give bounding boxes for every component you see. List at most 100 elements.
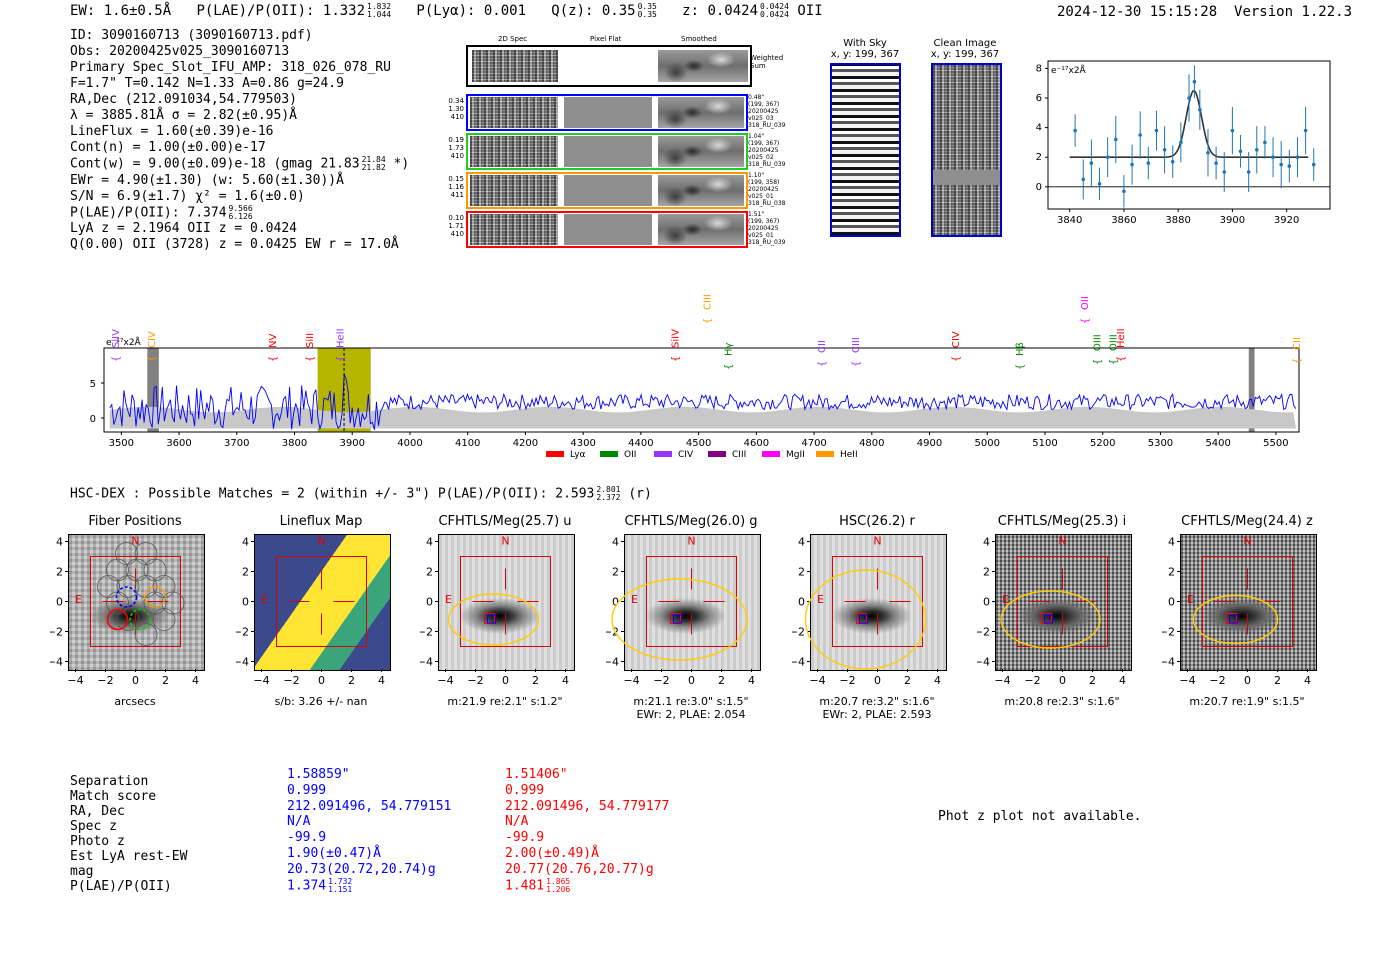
cut-xtick-label: 0 — [1059, 674, 1066, 687]
cut-ytick-label: −4 — [1162, 656, 1175, 669]
cut-xtick-label: −4 — [1179, 674, 1195, 687]
weighted-2d — [472, 50, 558, 82]
header-qz: Q(z): 0.35 — [551, 3, 636, 19]
cutout-overlay: 4 −4 2 −2 0 0 −2 2 −4 4 N E — [792, 535, 941, 688]
cut-ytick-label: 4 — [798, 536, 805, 549]
legend-swatch — [708, 451, 726, 457]
info-q: Q(0.00) OII (3728) z = 0.0425 EW r = 17.… — [70, 237, 399, 252]
info-fwhm: F=1.7" T=0.142 N=1.33 A=0.86 g=24.9 — [70, 76, 344, 91]
cut-xtick-label: 4 — [192, 674, 199, 687]
cut-xtick-label: 4 — [934, 674, 941, 687]
cut-xtick-label: −2 — [283, 674, 299, 687]
line-id-label: OII { — [1080, 296, 1091, 324]
match-blue-values: 1.58859" 0.999 212.091496, 54.779151 N/A… — [287, 767, 451, 894]
pixel-flat — [564, 136, 652, 167]
full-xtick-label: 4400 — [628, 438, 653, 449]
line-id-bracket: { — [703, 318, 714, 324]
cut-xtick-label: 0 — [874, 674, 881, 687]
cut-ytick-label: 4 — [612, 536, 619, 549]
match-box-blue — [1229, 614, 1238, 624]
zoom-data-point — [1238, 149, 1243, 154]
cut-ytick-label: 4 — [56, 536, 63, 549]
line-id-bracket: { — [305, 356, 316, 362]
galaxy-ellipse — [1000, 590, 1101, 649]
fiber-orange — [144, 586, 166, 608]
match-label: Est LyA rest-EW — [70, 849, 188, 864]
fiber-circle — [143, 558, 167, 582]
cut-xtick-label: −2 — [839, 674, 855, 687]
info-id: ID: 3090160713 (3090160713.pdf) — [70, 28, 313, 43]
line-id-bracket: { — [817, 361, 828, 367]
line-id-bracket: { — [1116, 356, 1127, 362]
cutout-overlay: 4 −4 2 −2 0 0 −2 2 −4 4 N E — [606, 535, 755, 688]
cutout-subtitle: s/b: 3.26 +/- nan — [274, 695, 368, 708]
cut-ytick-label: −4 — [50, 656, 63, 669]
line-id-bracket: { — [1015, 364, 1026, 370]
pixel-flat — [564, 175, 652, 206]
legend-label: CIV — [678, 450, 694, 460]
match-box-blue — [859, 614, 868, 624]
zoom-data-point — [1081, 177, 1086, 182]
cutout-overlay: 4 −4 2 −2 0 0 −2 2 −4 4 N E — [420, 535, 569, 688]
cutout-title: CFHTLS/Meg(24.4) z — [1181, 514, 1313, 529]
legend-label: HeII — [840, 450, 858, 460]
cut-ytick-label: 0 — [983, 596, 990, 609]
fiber-circle — [106, 591, 129, 615]
masked-region — [1248, 348, 1255, 432]
zoom-data-point — [1254, 148, 1259, 152]
spec2d-row-stats: 0.15 1.16 411 — [448, 175, 464, 199]
match-red-value: 2.00(±0.49)Å — [505, 845, 599, 861]
line-id-bracket: { — [723, 364, 734, 370]
spec2d-row-frame — [466, 172, 748, 209]
search-box — [276, 556, 367, 647]
line-id-label: HeII { — [1116, 328, 1127, 362]
spec2d-cutout — [470, 175, 558, 206]
match-blue-value: 212.091496, 54.779151 — [287, 798, 452, 814]
cut-ytick-label: −2 — [1162, 626, 1175, 639]
spec2d-row-stats: 0.19 1.73 410 — [448, 136, 464, 160]
header-z-line: OII — [797, 3, 823, 19]
line-id-text: OII — [1080, 296, 1091, 310]
cut-ytick-label: 2 — [1168, 566, 1175, 579]
line-id-bracket: { — [1080, 318, 1091, 324]
full-xtick-label: 4900 — [917, 438, 942, 449]
line-id-label: OIII { — [1092, 334, 1103, 365]
line-id-label: CII { — [1292, 337, 1303, 364]
zoom-xtick-label: 3900 — [1220, 215, 1245, 226]
with-sky-title: With Sky x, y: 199, 367 — [830, 38, 900, 60]
search-box — [832, 556, 923, 647]
cutout-panel: Fiber Positions 4 −4 2 −2 0 0 −2 2 −4 4 N E arcsecs — [50, 512, 225, 727]
cut-xtick-label: 4 — [562, 674, 569, 687]
header-plya: P(Lyα): 0.001 — [416, 3, 526, 19]
spec2d-col-label: Smoothed — [681, 35, 717, 43]
fiber-circle — [97, 575, 120, 598]
zoom-data-point — [1246, 170, 1251, 174]
full-xtick-label: 4000 — [397, 438, 422, 449]
fiber-circle — [152, 608, 176, 631]
match-label: Separation — [70, 774, 149, 789]
line-id-bracket: { — [1092, 359, 1103, 365]
match-red-value: 1.51406" — [505, 767, 568, 782]
match-blue-plae: 1.374 1.732 1.151 — [287, 876, 353, 894]
zoom-data-point — [1295, 155, 1300, 159]
zoom-data-point — [1105, 155, 1110, 159]
fiber-blue — [115, 586, 138, 608]
zoom-data-point — [1089, 161, 1094, 165]
cut-xtick-label: 2 — [1274, 674, 1281, 687]
zoom-data-point — [1311, 162, 1316, 167]
fiber-circle — [134, 542, 158, 565]
line-id-label: CIII { — [851, 337, 862, 367]
full-ytick-label: 5 — [90, 379, 96, 390]
legend-swatch — [654, 451, 672, 457]
match-blue-value: -99.9 — [287, 830, 327, 846]
cut-xtick-label: 2 — [904, 674, 911, 687]
full-xtick-label: 5100 — [1032, 438, 1057, 449]
spec2d-col-label: Pixel Flat — [590, 35, 622, 43]
match-blue-value: 1.58859" — [287, 767, 350, 782]
line-id-label: CIV { — [147, 331, 158, 362]
spec2d-row-frame — [466, 133, 748, 170]
zoom-data-point — [1230, 128, 1235, 133]
cut-ytick-label: 0 — [426, 596, 433, 609]
info-sn: S/N = 6.9(±1.7) χ² = 1.6(±0.0) — [70, 188, 305, 204]
line-id-bracket: { — [951, 356, 962, 362]
